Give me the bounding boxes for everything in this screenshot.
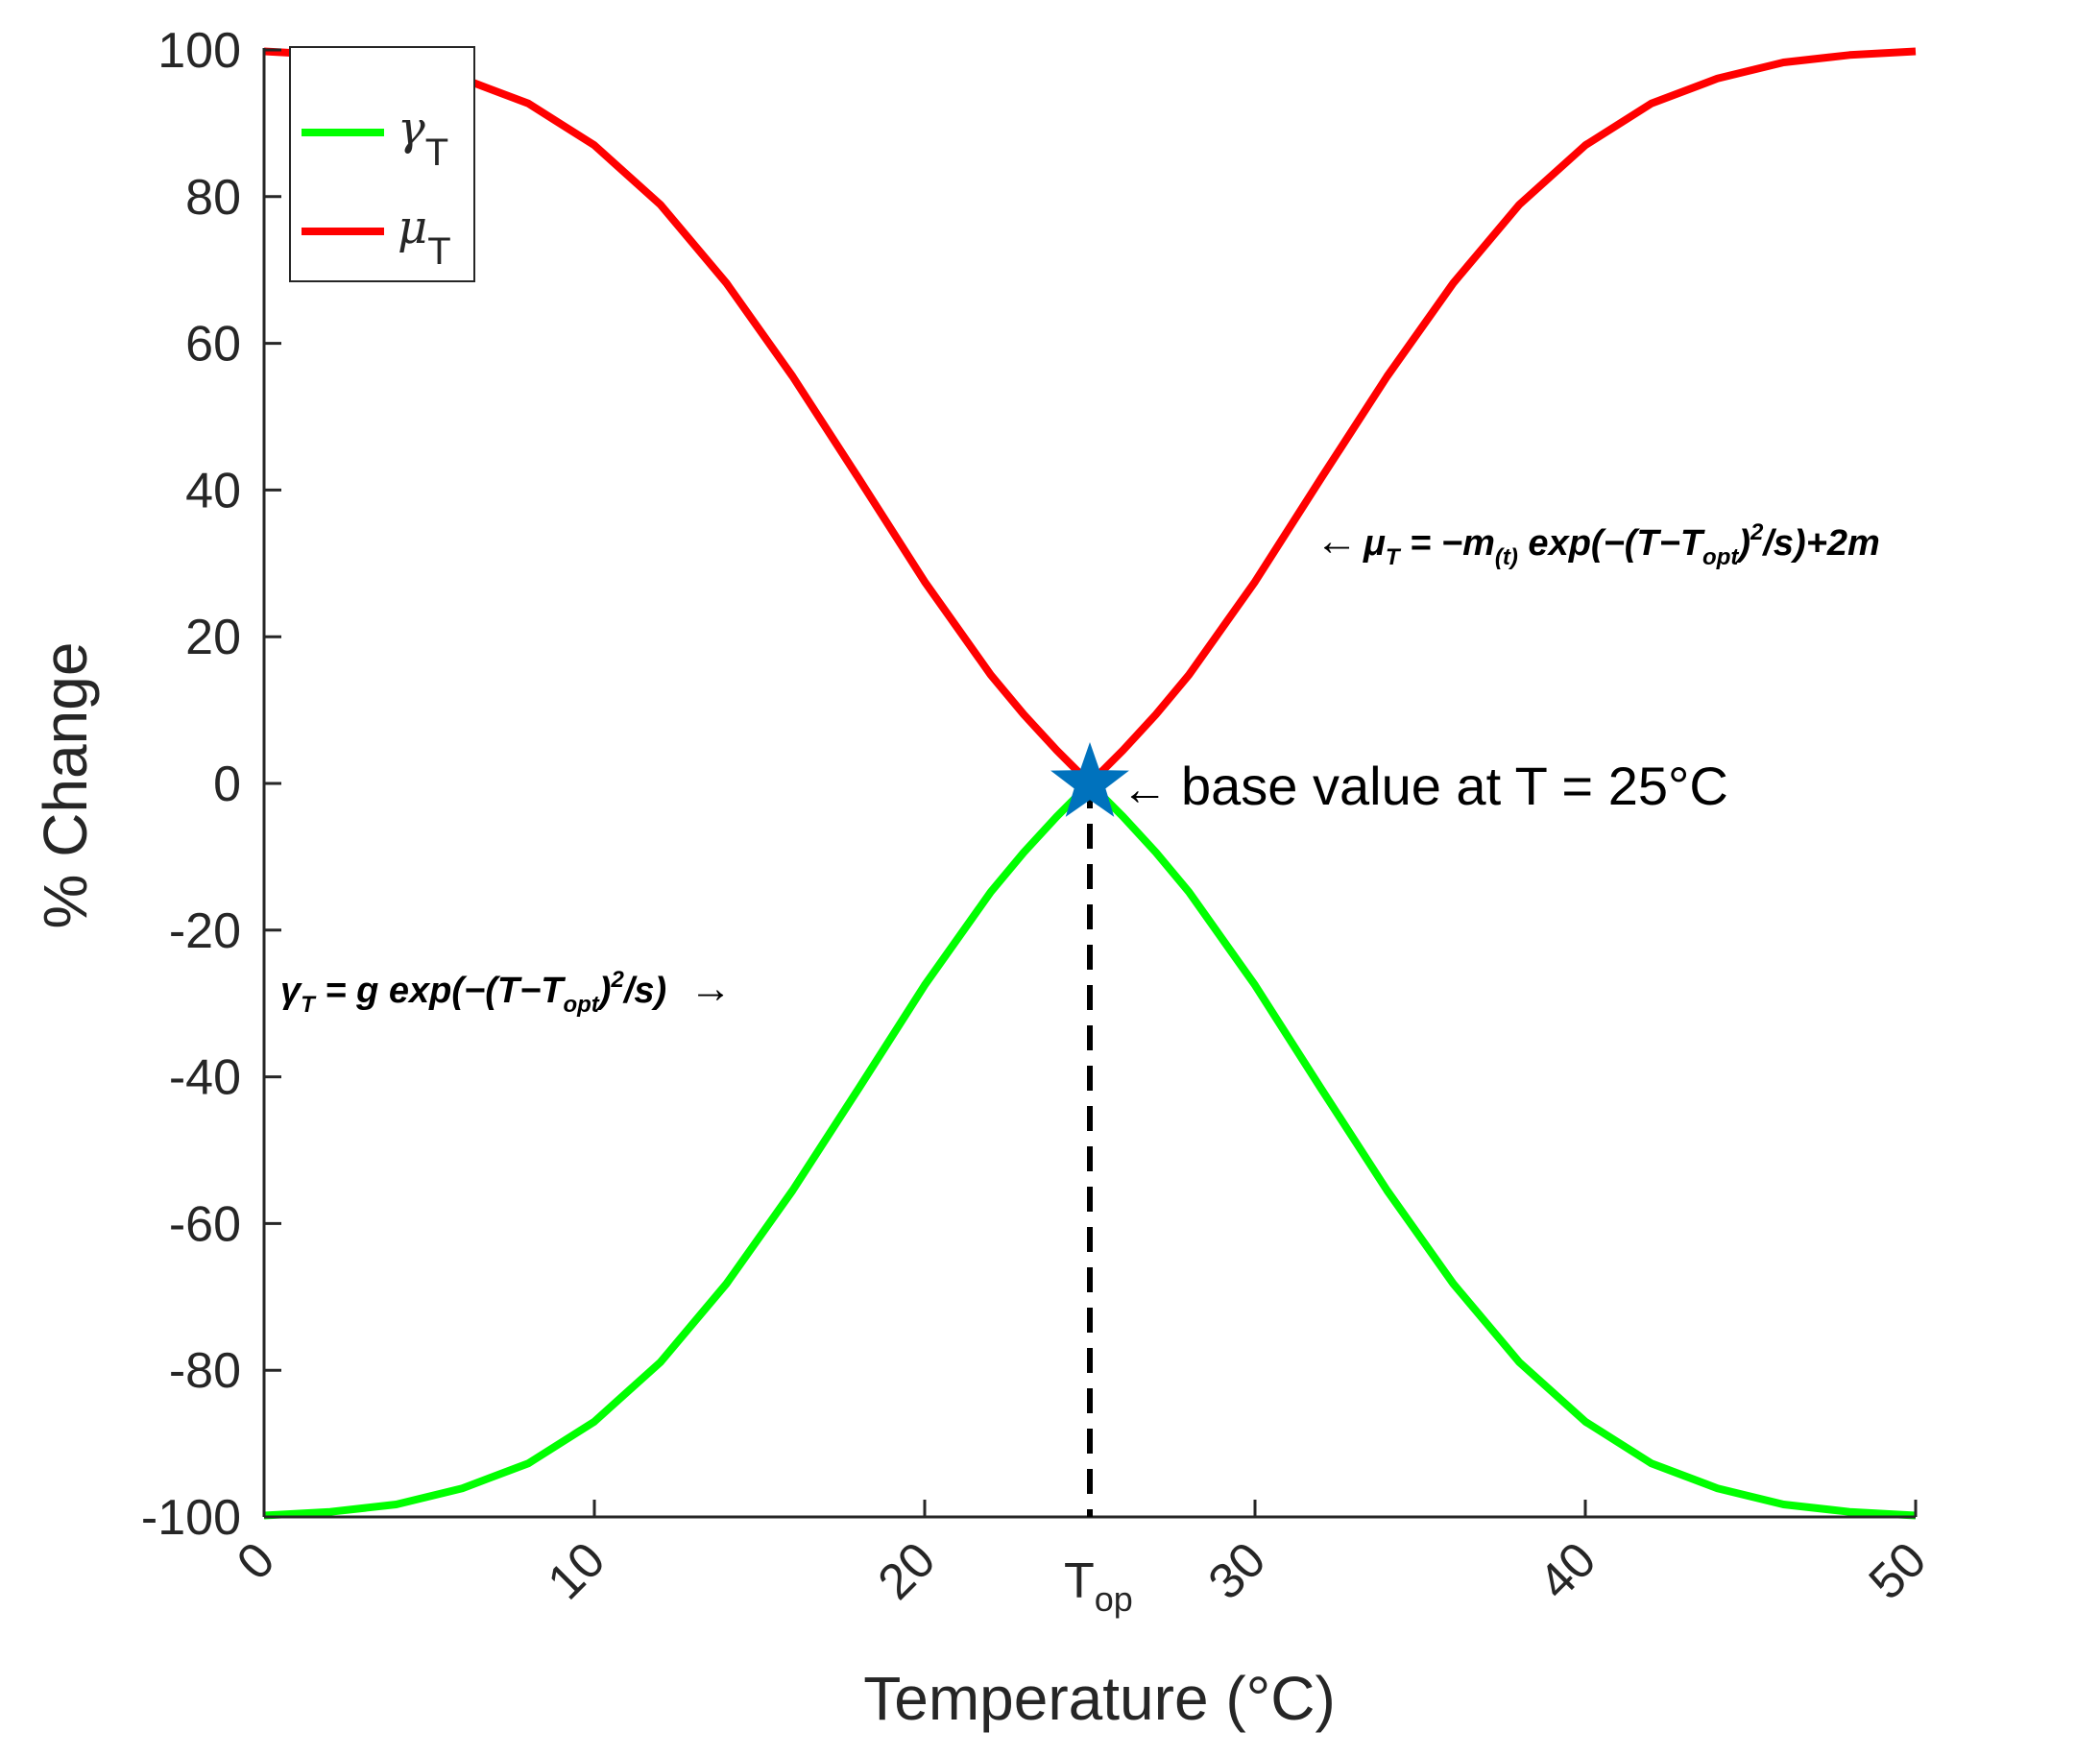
y-tick-label-3: 40: [185, 463, 241, 518]
annotation-mu-equation: ← μT = −m(t) exp(−(T−Topt)2/s)+2m: [1316, 517, 1880, 570]
reference-line-label-main: T: [1064, 1553, 1095, 1609]
x-tick-label-2: 20: [868, 1531, 947, 1610]
legend-label-mu: μT: [398, 201, 451, 273]
y-tick-label-2: 60: [185, 317, 241, 373]
x-axis-title: Temperature (°C): [863, 1664, 1336, 1733]
y-axis-title: % Change: [31, 642, 100, 929]
y-tick-label-5: 0: [213, 757, 241, 812]
x-tick-label-4: 40: [1529, 1531, 1607, 1610]
series-line-1: [263, 47, 1917, 787]
legend: γT μT: [289, 46, 475, 282]
reference-line-label-sub: op: [1095, 1579, 1133, 1619]
y-tick-label-0: 100: [157, 23, 241, 79]
marker-layer: [1050, 741, 1129, 817]
base-value-star-marker: [1050, 741, 1129, 817]
legend-label-gamma: γT: [398, 102, 448, 174]
y-tick-label-4: 20: [185, 610, 241, 665]
annotation-base-arrow: ←: [1122, 764, 1168, 815]
annotation-mu-arrow: ←: [1316, 517, 1358, 565]
x-tick-label-5: 50: [1859, 1531, 1938, 1610]
annotation-gamma-arrow: →: [689, 965, 732, 1012]
legend-box: [289, 46, 475, 282]
x-tick-label-3: 30: [1198, 1531, 1277, 1610]
y-tick-label-6: -20: [169, 903, 241, 959]
reference-line-label: Top: [1064, 1553, 1133, 1619]
x-tick-label-1: 10: [538, 1531, 616, 1610]
y-tick-label-7: -40: [169, 1050, 241, 1106]
y-tick-label-8: -60: [169, 1196, 241, 1252]
annotation-base-value: ← base value at T = 25°C: [1122, 756, 1728, 816]
annotation-gamma-equation: γT = g exp(−(T−Topt)2/s) →: [280, 965, 732, 1018]
y-tick-label-9: -80: [169, 1343, 241, 1399]
y-tick-label-10: -100: [141, 1490, 241, 1546]
y-tick-label-1: 80: [185, 170, 241, 226]
